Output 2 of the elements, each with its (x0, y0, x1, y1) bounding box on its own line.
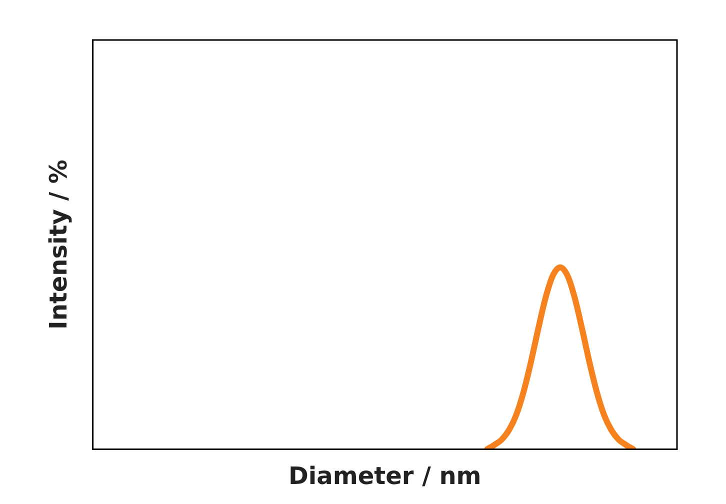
y-axis-title: Intensity / % (44, 160, 73, 330)
x-axis-title: Diameter / nm (288, 462, 482, 490)
